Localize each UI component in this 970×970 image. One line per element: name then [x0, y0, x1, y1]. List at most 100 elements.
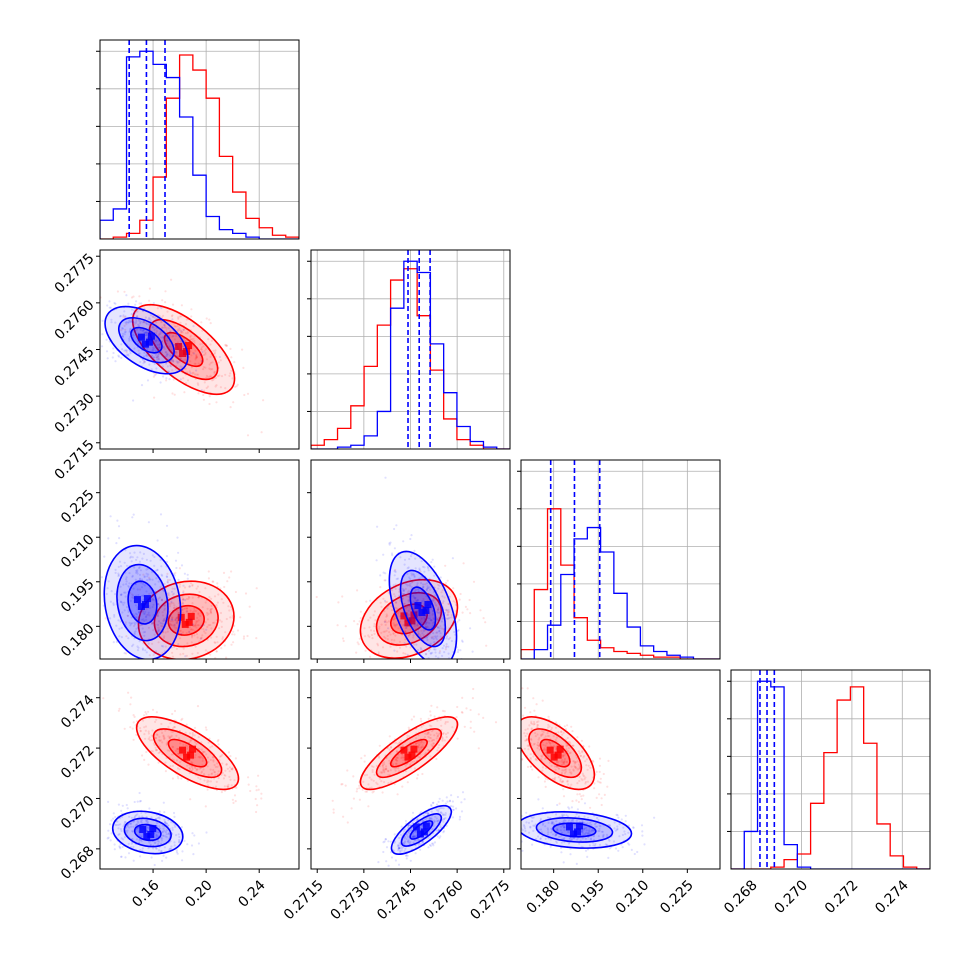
scatter-point	[138, 815, 141, 818]
scatter-point	[397, 847, 400, 850]
scatter-point	[143, 320, 146, 323]
scatter-point	[161, 365, 164, 368]
scatter-point	[146, 575, 149, 578]
scatter-point	[166, 365, 169, 368]
scatter-point	[195, 355, 198, 358]
scatter-point	[120, 829, 123, 833]
scatter-point	[420, 740, 423, 743]
scatter-point	[170, 348, 173, 351]
scatter-point	[177, 355, 180, 358]
scatter-point	[373, 625, 376, 628]
scatter-point	[256, 804, 259, 807]
scatter-point	[555, 833, 559, 836]
scatter-point	[167, 616, 170, 620]
scatter-point	[424, 636, 427, 639]
scatter-point	[136, 649, 140, 652]
scatter-point	[436, 635, 439, 638]
scatter-point	[158, 589, 161, 592]
scatter-point	[383, 599, 387, 603]
scatter-point	[417, 744, 420, 747]
scatter-point	[435, 618, 439, 621]
scatter-point	[561, 831, 564, 834]
scatter-point	[127, 302, 130, 305]
scatter-point	[444, 648, 447, 651]
scatter-point	[531, 843, 534, 846]
scatter-point	[504, 833, 506, 835]
scatter-point	[127, 354, 130, 357]
scatter-point	[398, 842, 401, 845]
scatter-point	[155, 592, 158, 595]
scatter-point	[380, 780, 383, 783]
scatter-point	[182, 359, 185, 362]
scatter-point	[194, 624, 197, 627]
scatter-point	[194, 766, 197, 770]
scatter-point	[387, 864, 390, 867]
density-cell	[187, 751, 195, 759]
scatter-point	[148, 316, 151, 319]
scatter-point	[407, 599, 410, 602]
scatter-point	[156, 569, 159, 572]
scatter-point	[419, 647, 422, 650]
scatter-point	[175, 335, 178, 338]
scatter-point	[160, 351, 163, 354]
scatter-point	[188, 363, 191, 366]
scatter-point	[439, 811, 442, 815]
scatter-point	[165, 354, 168, 357]
scatter-point	[576, 808, 580, 811]
scatter-point	[158, 332, 161, 336]
scatter-point	[562, 731, 565, 735]
scatter-point	[161, 731, 164, 735]
scatter-point	[428, 830, 431, 834]
scatter-point	[170, 600, 173, 604]
scatter-point	[167, 593, 170, 596]
scatter-point	[157, 611, 160, 614]
scatter-point	[157, 354, 160, 358]
scatter-point	[166, 749, 169, 752]
scatter-point	[210, 627, 213, 630]
scatter-point	[436, 631, 439, 634]
scatter-point	[368, 635, 371, 639]
density-cell	[181, 620, 189, 628]
scatter-point	[135, 571, 138, 574]
scatter-point	[189, 582, 193, 585]
scatter-point	[420, 811, 423, 814]
scatter-point	[532, 829, 535, 833]
scatter-point	[146, 822, 149, 825]
scatter-point	[195, 626, 198, 629]
scatter-point	[437, 608, 440, 611]
scatter-point	[163, 846, 166, 849]
scatter-point	[550, 822, 553, 825]
scatter-point	[164, 631, 167, 634]
scatter-point	[435, 803, 439, 806]
scatter-point	[196, 651, 199, 655]
scatter-point	[186, 331, 189, 334]
scatter-point	[551, 822, 554, 825]
scatter-point	[408, 735, 411, 738]
scatter-point	[145, 334, 148, 337]
scatter-point	[428, 843, 432, 847]
scatter-point	[419, 570, 422, 573]
scatter-point	[564, 819, 567, 822]
scatter-point	[170, 618, 174, 621]
scatter-point	[584, 782, 587, 785]
scatter-point	[432, 801, 435, 804]
scatter-point	[409, 537, 412, 541]
scatter-point	[562, 820, 565, 823]
scatter-point	[148, 684, 150, 686]
scatter-point	[199, 676, 201, 678]
scatter-point	[561, 814, 564, 818]
scatter-point	[544, 744, 547, 747]
scatter-point	[387, 627, 390, 630]
scatter-point	[164, 821, 167, 825]
scatter-point	[623, 830, 626, 833]
scatter-point	[553, 765, 556, 768]
scatter-point	[154, 746, 157, 749]
scatter-point	[387, 782, 390, 785]
scatter-point	[163, 323, 166, 326]
scatter-point	[124, 856, 127, 859]
scatter-point	[157, 614, 160, 618]
scatter-point	[439, 576, 442, 579]
scatter-point	[411, 836, 414, 839]
scatter-point	[172, 602, 175, 605]
scatter-point	[191, 832, 194, 835]
